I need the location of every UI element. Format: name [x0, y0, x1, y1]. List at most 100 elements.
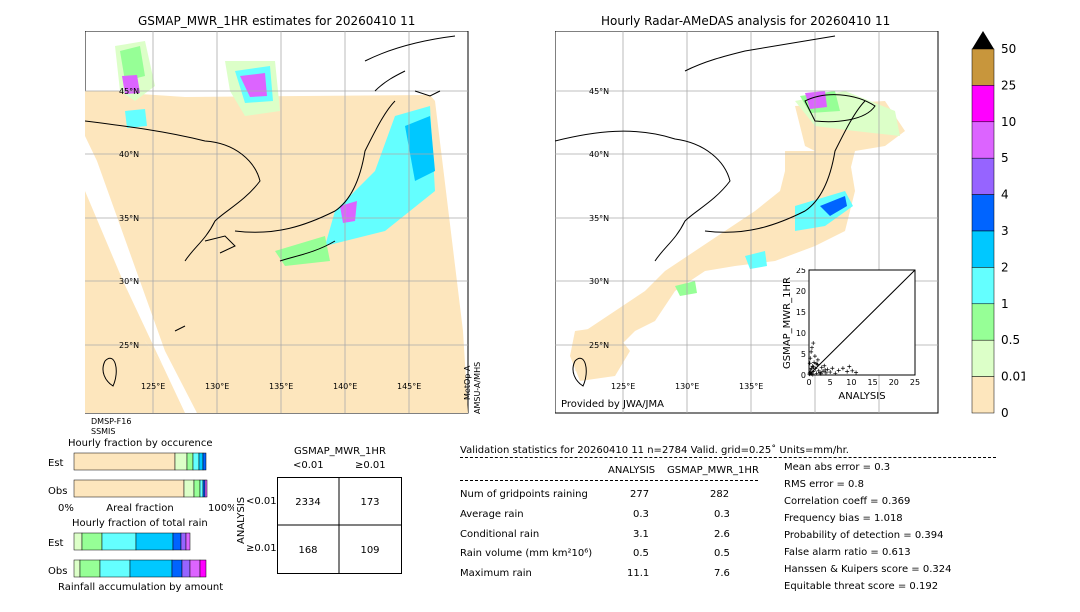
occ-est-seg-2	[186, 452, 194, 471]
score-1: RMS error = 0.8	[784, 479, 864, 490]
right-lat-45: 45°N	[589, 87, 609, 96]
right-lon-125: 125°E	[611, 382, 635, 391]
left-rain-west	[125, 109, 147, 128]
amt-est-seg-5	[180, 532, 187, 551]
colorbar-segment-1	[971, 85, 995, 123]
occurrence-axis-label: Areal fraction	[106, 503, 173, 514]
colorbar-label-5: 3	[1001, 224, 1009, 238]
scatter-point-34	[811, 365, 816, 370]
amt-obs-seg-2	[99, 559, 131, 578]
scatter-point-14	[823, 370, 828, 375]
scatter-xlabel: ANALYSIS	[838, 391, 885, 402]
scatter-ytick-2: 10	[796, 329, 806, 338]
colorbar-label-9: 0.01	[1001, 370, 1025, 384]
contingency-col-0: <0.01	[293, 460, 324, 471]
scatter-point-15	[825, 367, 830, 372]
scatter-point-23	[850, 368, 855, 373]
scatter-point-22	[847, 364, 852, 369]
amt-obs-seg-6	[189, 559, 201, 578]
left-lon-140: 140°E	[333, 382, 357, 391]
occ-obs-seg-4	[202, 479, 206, 498]
right-rain-japan	[575, 151, 855, 371]
scatter-point-35	[814, 361, 819, 366]
scatter-point-19	[836, 368, 841, 373]
amt-est-seg-2	[101, 532, 137, 551]
stat-analysis-2: 3.1	[633, 529, 649, 540]
amount-title: Hourly fraction of total rain	[72, 518, 208, 529]
scatter-ytick-3: 15	[796, 308, 806, 317]
right-rain-core	[820, 196, 847, 216]
right-rain-cyan	[745, 251, 767, 269]
scatter-point-7	[814, 371, 819, 376]
left-rain-moderate	[120, 46, 145, 81]
validation-divider-2	[460, 480, 758, 481]
stat-analysis-4: 11.1	[627, 568, 650, 579]
sensor-left-1: DMSP-F16	[91, 417, 132, 426]
stat-label-3: Rain volume (mm km²10⁶)	[460, 548, 593, 559]
contingency-title: GSMAP_MWR_1HR	[294, 446, 386, 457]
colorbar-segment-0	[971, 48, 995, 86]
amt-est-seg-4	[172, 532, 182, 551]
colorbar-label-4: 4	[1001, 188, 1009, 202]
scatter-point-5	[812, 360, 817, 365]
scatter-xtick-3: 15	[868, 378, 878, 387]
scatter-plot: 00 5 5 10 10 15 15 20 20 25 25 ANALYSIS GSMAP_MWR_…	[782, 268, 920, 402]
amt-est-seg-1	[81, 532, 103, 551]
left-swath-gap	[85, 136, 197, 413]
left-rain-band-core	[405, 116, 435, 181]
occurrence-title: Hourly fraction by occurence	[68, 438, 213, 449]
scatter-diagonal	[808, 269, 916, 376]
colorbar: 50 25 10 5 4 3 2 1 0.5 0.01 0	[971, 31, 1025, 418]
stat-analysis-1: 0.3	[633, 509, 649, 520]
right-lat-40: 40°N	[589, 150, 609, 159]
colorbar-extend-arrow	[972, 31, 994, 49]
amt-obs-seg-3	[129, 559, 173, 578]
occurrence-row-est: Est	[48, 458, 64, 469]
occurrence-axis-0: 0%	[58, 503, 74, 514]
amt-est-seg-3	[135, 532, 174, 551]
left-lat-40: 40°N	[119, 150, 139, 159]
stat-gsmap-0: 282	[710, 489, 730, 500]
stat-gsmap-1: 0.3	[714, 509, 730, 520]
colorbar-label-3: 5	[1001, 151, 1009, 165]
occurrence-chart: Est Obs 0% Areal fraction 100%	[48, 452, 234, 514]
contingency-row-1: ≥0.01	[246, 543, 277, 554]
scatter-point-25	[808, 356, 813, 361]
cell-0-1: 173	[360, 497, 379, 508]
colorbar-segment-8	[971, 339, 995, 377]
stat-gsmap-2: 2.6	[714, 529, 730, 540]
scatter-point-21	[845, 369, 850, 374]
occ-est-seg-1	[174, 452, 188, 471]
scatter-point-28	[811, 341, 816, 346]
amount-row-est: Est	[48, 538, 64, 549]
scatter-point-4	[811, 369, 816, 374]
scatter-ylabel: GSMAP_MWR_1HR	[782, 277, 793, 369]
score-4: Probability of detection = 0.394	[784, 530, 944, 541]
contingency-col-1: ≥0.01	[355, 460, 386, 471]
left-rain-core	[340, 201, 357, 223]
scatter-xtick-1: 5	[828, 378, 833, 387]
validation-divider	[460, 457, 996, 458]
amt-obs-seg-4	[171, 559, 183, 578]
validation-header: Validation statistics for 20260410 11 n=…	[460, 445, 849, 456]
amt-obs-seg-5	[181, 559, 191, 578]
score-3: Frequency bias = 1.018	[784, 513, 903, 524]
left-lon-135: 135°E	[269, 382, 293, 391]
colorbar-segment-9	[971, 376, 995, 414]
amt-est-seg-0	[73, 532, 83, 551]
occurrence-row-obs: Obs	[48, 486, 67, 497]
left-map: 45°N 40°N 35°N 30°N 25°N 125°E 130°E 135…	[85, 31, 469, 414]
right-lon-130: 130°E	[675, 382, 699, 391]
colorbar-segment-4	[971, 194, 995, 232]
left-lat-35: 35°N	[119, 214, 139, 223]
colorbar-segment-5	[971, 230, 995, 268]
contingency-table: 2334 173 168 109	[277, 477, 402, 574]
scatter-xtick-4: 20	[889, 378, 899, 387]
scatter-ytick-4: 20	[796, 287, 806, 296]
left-lat-45: 45°N	[119, 87, 139, 96]
occ-obs-seg-5	[204, 479, 208, 498]
stat-gsmap-4: 7.6	[714, 568, 730, 579]
scatter-point-27	[809, 345, 814, 350]
stat-label-4: Maximum rain	[460, 568, 532, 579]
cell-1-0: 168	[298, 545, 317, 556]
